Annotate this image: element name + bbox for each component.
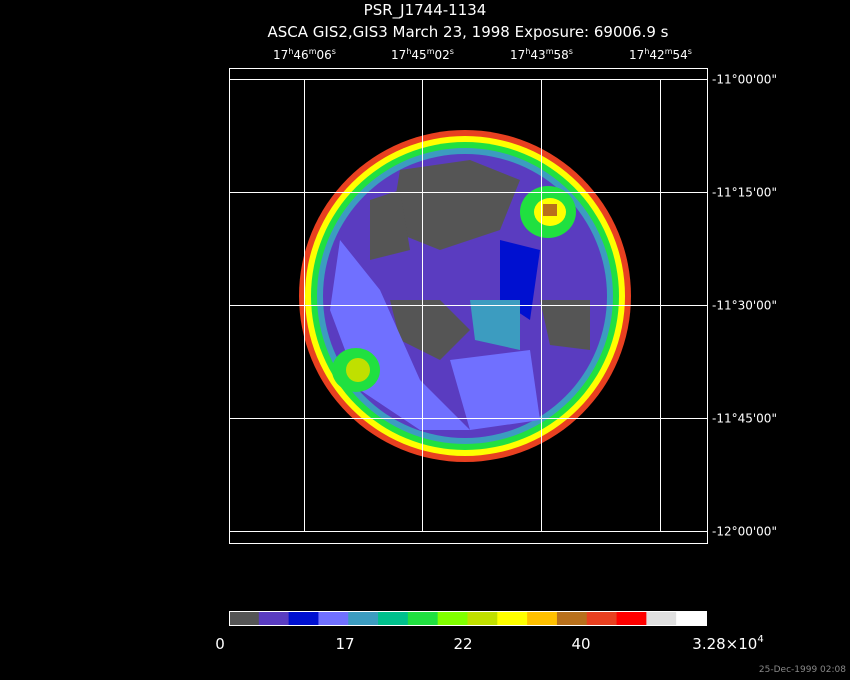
ra-unit: s — [688, 47, 692, 56]
colorbar-swatch — [497, 611, 528, 625]
source-core — [543, 204, 557, 216]
ra-label: 17h46m06s — [273, 47, 336, 62]
ra-unit: s — [450, 47, 454, 56]
dec-label: -12°00'00" — [712, 525, 777, 539]
subtitle: ASCA GIS2,GIS3 March 23, 1998 Exposure: … — [268, 23, 669, 41]
colorbar-swatch — [258, 611, 290, 625]
colorbar-max-label: 3.28×104 — [692, 634, 763, 653]
ra-value: 17 — [629, 48, 644, 62]
exponent: 4 — [757, 634, 763, 645]
dec-label: -11°15'00" — [712, 186, 777, 200]
ra-unit: m — [427, 47, 435, 56]
title: PSR_J1744-1134 — [364, 1, 487, 20]
colorbar-swatch — [527, 611, 558, 625]
colorbar-swatch — [616, 611, 647, 625]
mantissa: 3.28×10 — [692, 635, 757, 653]
colorbar-swatch — [318, 611, 349, 625]
colorbar-swatch — [646, 611, 677, 625]
colorbar-label: 22 — [453, 635, 472, 653]
dec-labels: -11°00'00" -11°15'00" -11°30'00" -11°45'00"… — [712, 73, 777, 539]
colorbar-swatch — [586, 611, 618, 625]
colorbar-swatch — [288, 611, 319, 625]
ra-value: 43 — [530, 48, 545, 62]
ra-value: 17 — [273, 48, 288, 62]
ra-unit: s — [332, 47, 336, 56]
ra-unit: h — [406, 47, 411, 56]
patch — [390, 300, 470, 360]
colorbar-frame — [229, 611, 707, 626]
patch — [450, 350, 540, 430]
ra-value: 17 — [510, 48, 525, 62]
colorbar-swatch — [348, 611, 379, 625]
timestamp: 25-Dec-1999 02:08 — [759, 665, 846, 675]
source-core — [346, 358, 370, 382]
ra-value: 58 — [553, 48, 568, 62]
dec-label: -11°45'00" — [712, 412, 777, 426]
grid — [229, 79, 708, 532]
ra-unit: m — [546, 47, 554, 56]
ra-value: 42 — [649, 48, 664, 62]
ra-unit: h — [525, 47, 530, 56]
ra-unit: h — [288, 47, 293, 56]
colorbar-swatch — [229, 611, 260, 625]
ra-value: 17 — [391, 48, 406, 62]
colorbar-swatch — [556, 611, 588, 625]
ra-unit: m — [309, 47, 317, 56]
ra-label: 17h45m02s — [391, 47, 454, 62]
ra-value: 45 — [411, 48, 426, 62]
ra-unit: h — [644, 47, 649, 56]
colorbar-swatch — [378, 611, 409, 625]
colorbar-swatch — [467, 611, 498, 625]
dec-label: -11°00'00" — [712, 73, 777, 87]
ra-value: 06 — [316, 48, 331, 62]
colorbar-swatch — [407, 611, 439, 625]
ra-unit: m — [665, 47, 673, 56]
colorbar-label: 0 — [215, 635, 225, 653]
ra-labels: 17h46m06s 17h45m02s 17h43m58s 17h42m54s — [273, 47, 692, 62]
ra-value: 02 — [434, 48, 449, 62]
colorbar-swatch — [676, 611, 707, 625]
ra-unit: s — [569, 47, 573, 56]
patch — [370, 190, 410, 260]
colorbar: 0 17 22 40 3.28×104 — [215, 611, 764, 653]
patch — [540, 300, 590, 350]
patch — [470, 300, 520, 350]
sky-image — [299, 130, 631, 462]
colorbar-label: 17 — [335, 635, 354, 653]
ra-label: 17h42m54s — [629, 47, 692, 62]
colorbar-label: 40 — [571, 635, 590, 653]
ra-value: 54 — [672, 48, 687, 62]
colorbar-swatch — [437, 611, 468, 625]
dec-label: -11°30'00" — [712, 299, 777, 313]
ra-label: 17h43m58s — [510, 47, 573, 62]
ra-value: 46 — [293, 48, 308, 62]
